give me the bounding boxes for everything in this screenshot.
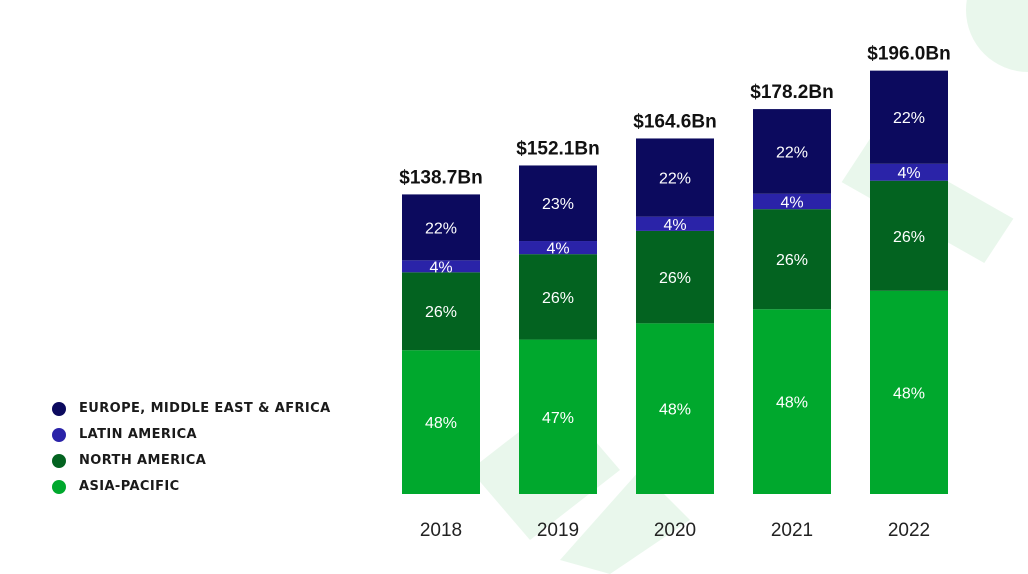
data-label-north-america-2019: 26% — [542, 290, 574, 307]
data-label-europe-middle-east-africa-2018: 22% — [425, 220, 457, 237]
legend: EUROPE, MIDDLE EAST & AFRICA LATIN AMERI… — [52, 400, 331, 495]
data-label-europe-middle-east-africa-2019: 23% — [542, 196, 574, 213]
data-label-latin-america-2022: 4% — [897, 165, 920, 182]
legend-dot-asia-pacific — [52, 479, 66, 494]
total-label-2022: $196.0Bn — [867, 44, 950, 65]
x-tick-label-2022: 2022 — [888, 520, 930, 541]
bar-segment-north-america-2020 — [636, 230, 714, 324]
data-label-latin-america-2021: 4% — [780, 194, 803, 211]
bar-segment-north-america-2022 — [870, 180, 948, 291]
data-label-north-america-2022: 26% — [893, 229, 925, 246]
bar-segment-asia-pacific-2018 — [402, 350, 480, 494]
total-label-2018: $138.7Bn — [399, 167, 482, 188]
bar-segment-north-america-2021 — [753, 209, 831, 310]
data-label-asia-pacific-2019: 47% — [542, 410, 574, 427]
total-label-2019: $152.1Bn — [516, 138, 599, 159]
legend-dot-latin-america — [52, 427, 66, 442]
bar-segment-north-america-2018 — [402, 272, 480, 351]
bar-segment-europe-middle-east-africa-2018 — [402, 194, 480, 261]
bar-segment-latin-america-2020 — [636, 216, 714, 231]
x-tick-label-2020: 2020 — [654, 520, 696, 541]
legend-label-north-america: NORTH AMERICA — [79, 453, 207, 468]
legend-dot-north-america — [52, 453, 66, 468]
data-label-north-america-2020: 26% — [659, 270, 691, 287]
data-label-asia-pacific-2022: 48% — [893, 385, 925, 402]
data-label-asia-pacific-2020: 48% — [659, 402, 691, 419]
data-label-north-america-2021: 26% — [776, 252, 808, 269]
bar-segment-asia-pacific-2021 — [753, 309, 831, 494]
data-label-latin-america-2020: 4% — [663, 217, 686, 234]
legend-dot-emea — [52, 401, 66, 416]
data-label-asia-pacific-2018: 48% — [425, 415, 457, 432]
data-label-latin-america-2018: 4% — [429, 259, 452, 276]
legend-item-emea: EUROPE, MIDDLE EAST & AFRICA — [52, 400, 331, 417]
bar-segment-europe-middle-east-africa-2019 — [519, 165, 597, 242]
bar-segment-latin-america-2018 — [402, 260, 480, 273]
bar-segment-latin-america-2021 — [753, 193, 831, 210]
data-label-europe-middle-east-africa-2020: 22% — [659, 171, 691, 188]
legend-label-latin-america: LATIN AMERICA — [79, 427, 197, 442]
data-label-asia-pacific-2021: 48% — [776, 395, 808, 412]
legend-label-emea: EUROPE, MIDDLE EAST & AFRICA — [79, 401, 331, 416]
bar-segment-europe-middle-east-africa-2020 — [636, 138, 714, 217]
legend-item-asia-pacific: ASIA-PACIFIC — [52, 478, 331, 495]
bar-segment-latin-america-2022 — [870, 163, 948, 181]
data-label-north-america-2018: 26% — [425, 304, 457, 321]
bar-segment-latin-america-2019 — [519, 241, 597, 255]
x-tick-label-2018: 2018 — [420, 520, 462, 541]
x-tick-label-2021: 2021 — [771, 520, 813, 541]
bar-segment-europe-middle-east-africa-2022 — [870, 70, 948, 164]
bar-segment-asia-pacific-2022 — [870, 290, 948, 494]
bar-segment-north-america-2019 — [519, 254, 597, 340]
data-label-europe-middle-east-africa-2021: 22% — [776, 144, 808, 161]
legend-item-north-america: NORTH AMERICA — [52, 452, 331, 469]
total-label-2021: $178.2Bn — [750, 82, 833, 103]
legend-item-latin-america: LATIN AMERICA — [52, 426, 331, 443]
bar-segment-asia-pacific-2019 — [519, 339, 597, 494]
x-tick-label-2019: 2019 — [537, 520, 579, 541]
bar-segment-asia-pacific-2020 — [636, 323, 714, 494]
total-label-2020: $164.6Bn — [633, 111, 716, 132]
data-label-latin-america-2019: 4% — [546, 241, 569, 258]
data-label-europe-middle-east-africa-2022: 22% — [893, 110, 925, 127]
legend-label-asia-pacific: ASIA-PACIFIC — [79, 479, 180, 494]
bar-segment-europe-middle-east-africa-2021 — [753, 109, 831, 194]
